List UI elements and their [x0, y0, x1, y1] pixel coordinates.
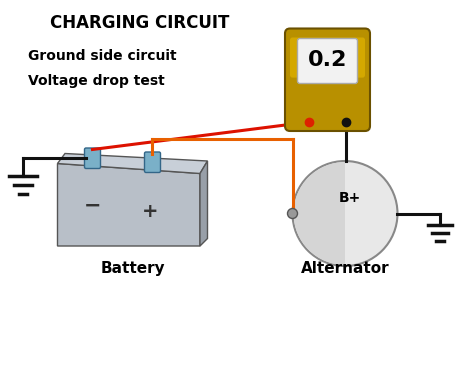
Text: Alternator: Alternator: [301, 261, 389, 276]
FancyBboxPatch shape: [290, 37, 365, 78]
FancyBboxPatch shape: [285, 29, 370, 131]
Text: +: +: [142, 202, 158, 220]
Polygon shape: [57, 164, 200, 246]
FancyBboxPatch shape: [84, 148, 100, 168]
Text: Battery: Battery: [100, 261, 165, 276]
Polygon shape: [57, 153, 208, 173]
Ellipse shape: [292, 161, 398, 266]
FancyBboxPatch shape: [145, 152, 161, 172]
Text: Ground side circuit: Ground side circuit: [27, 49, 176, 63]
Wedge shape: [293, 162, 345, 265]
Text: Voltage drop test: Voltage drop test: [27, 74, 164, 87]
Text: 0.2: 0.2: [308, 50, 347, 70]
Text: B+: B+: [339, 190, 361, 205]
Polygon shape: [200, 161, 208, 246]
Text: −: −: [84, 196, 101, 216]
Ellipse shape: [288, 209, 298, 219]
FancyBboxPatch shape: [298, 38, 357, 83]
Text: CHARGING CIRCUIT: CHARGING CIRCUIT: [50, 14, 229, 31]
